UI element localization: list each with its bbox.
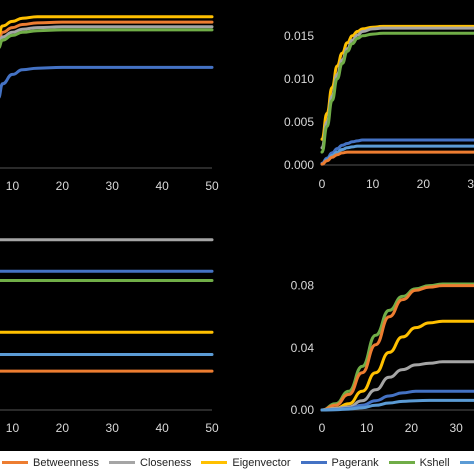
series-line-closeness: [0, 25, 214, 47]
legend-item-pagerank: Pagerank: [300, 456, 379, 469]
x-tick-label: 0: [319, 177, 326, 191]
series-line-pagerank: [320, 319, 474, 412]
series-line-betweenness: [0, 20, 214, 41]
x-tick-label: 20: [56, 179, 70, 193]
x-tick-label: 40: [155, 179, 169, 193]
x-tick-label: 10: [360, 421, 374, 435]
legend-swatch: [109, 461, 136, 464]
x-tick-label: 30: [467, 177, 474, 191]
series-line-pagerank: [320, 24, 474, 141]
series-line-betweenness: [320, 284, 474, 412]
legend-item-betweenness: Betweenness: [2, 457, 99, 469]
legend-swatch: [388, 461, 415, 464]
legend-item-closeness: Closeness: [109, 457, 191, 469]
y-tick-label: 0.000: [284, 158, 314, 172]
legend-swatch: [201, 461, 228, 464]
legend-label: Pagerank: [331, 456, 379, 469]
legend-label: Closeness: [140, 456, 192, 469]
series-line-kshell: [320, 138, 474, 165]
x-tick-label: 20: [405, 421, 419, 435]
x-tick-label: 30: [106, 179, 120, 193]
y-tick-label: 0.08: [291, 279, 315, 293]
legend-swatch: [2, 461, 28, 464]
series-line-lc: [320, 144, 474, 166]
legend: Betweenness Closeness Eigenvector Pagera…: [0, 451, 474, 474]
legend-swatch: [459, 461, 474, 464]
legend-item-kshell: Kshell: [388, 456, 450, 469]
x-tick-label: 0: [319, 421, 326, 435]
legend-item-eigenvector: Eigenvector: [201, 456, 291, 469]
series-line-lc: [320, 398, 474, 412]
series-line-betweenness: [320, 150, 474, 166]
x-tick-label: 10: [6, 421, 20, 435]
legend-label: Kshell: [419, 456, 450, 469]
y-tick-label: 0.005: [284, 115, 314, 129]
y-tick-label: 0.04: [291, 341, 315, 355]
x-tick-label: 10: [6, 179, 20, 193]
x-tick-label: 30: [106, 421, 120, 435]
legend-item-lc: LC: [459, 457, 474, 469]
legend-label: Eigenvector: [232, 456, 291, 469]
x-tick-label: 50: [205, 421, 219, 435]
y-tick-label: 0.015: [284, 29, 314, 43]
legend-swatch: [300, 461, 327, 464]
series-line-eigenvector: [320, 31, 474, 154]
series-line-eigenvector: [0, 28, 214, 49]
x-tick-label: 20: [417, 177, 431, 191]
x-tick-label: 20: [56, 421, 70, 435]
series-line-pagerank: [0, 15, 214, 35]
x-tick-label: 30: [449, 421, 463, 435]
series-line-kshell: [0, 65, 214, 99]
x-tick-label: 10: [366, 177, 380, 191]
legend-label: Betweenness: [33, 456, 100, 469]
series-line-eigenvector: [320, 282, 474, 412]
y-tick-label: 0.010: [284, 72, 314, 86]
y-tick-label: 0.00: [291, 403, 315, 417]
x-tick-label: 50: [205, 179, 219, 193]
x-tick-label: 40: [155, 421, 169, 435]
